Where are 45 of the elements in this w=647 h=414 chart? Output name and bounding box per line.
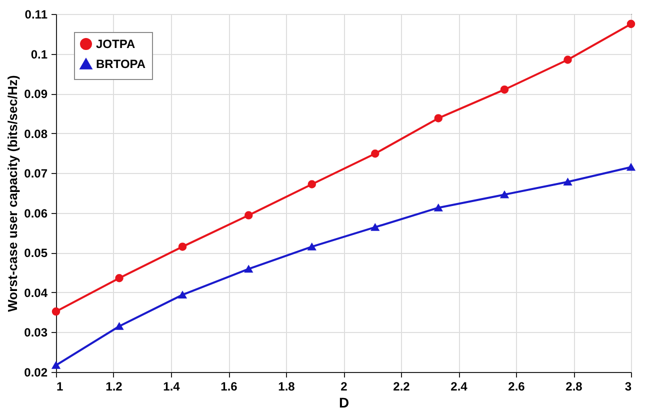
x-tick-label: 2.6 [508, 380, 526, 394]
y-tick-label: 0.03 [24, 326, 48, 340]
point [308, 243, 316, 250]
x-tick-label: 1.6 [220, 380, 238, 394]
y-tick-label: 0.05 [24, 246, 48, 260]
y-tick-label: 0.06 [24, 206, 48, 220]
point [434, 204, 443, 212]
point [244, 265, 253, 273]
y-axis-title: Worst-case user capacity (bits/sec/Hz) [5, 75, 20, 312]
x-axis-title: D [338, 394, 350, 410]
point [564, 178, 572, 186]
point [308, 180, 316, 188]
point [500, 190, 509, 198]
y-tick-label: 0.09 [24, 87, 48, 102]
point [52, 362, 60, 369]
point [115, 322, 124, 330]
y-tick-label: 0.08 [24, 126, 48, 141]
y-tick-label: 0.07 [24, 166, 48, 181]
x-tick-label: 3 [624, 380, 632, 394]
y-tick-label: 0.1 [30, 47, 48, 62]
point [434, 114, 443, 122]
legend-label: JOTPA [96, 37, 136, 51]
x-tick-label: 1.8 [278, 380, 296, 394]
x-tick-label: 1.2 [106, 380, 123, 394]
point [178, 242, 187, 251]
legend-label: BRTOPA [96, 57, 146, 71]
point [626, 20, 636, 28]
y-tick-label: 0.04 [24, 286, 48, 300]
x-tick-label: 2.2 [393, 380, 410, 394]
point [115, 274, 124, 282]
point [370, 149, 380, 158]
y-tick-label: 0.11 [24, 8, 48, 22]
x-tick-label: 1 [56, 380, 64, 394]
point [178, 291, 187, 298]
point [370, 224, 380, 231]
point [626, 163, 636, 171]
y-tick-label: 0.02 [24, 366, 48, 380]
point [244, 211, 253, 220]
point [500, 85, 509, 94]
x-tick-label: 1.4 [163, 380, 180, 394]
x-tick-label: 2.4 [450, 380, 468, 394]
point [52, 307, 60, 316]
x-tick-label: 2.8 [566, 380, 583, 394]
point [564, 56, 572, 64]
x-tick-label: 2 [340, 380, 348, 394]
